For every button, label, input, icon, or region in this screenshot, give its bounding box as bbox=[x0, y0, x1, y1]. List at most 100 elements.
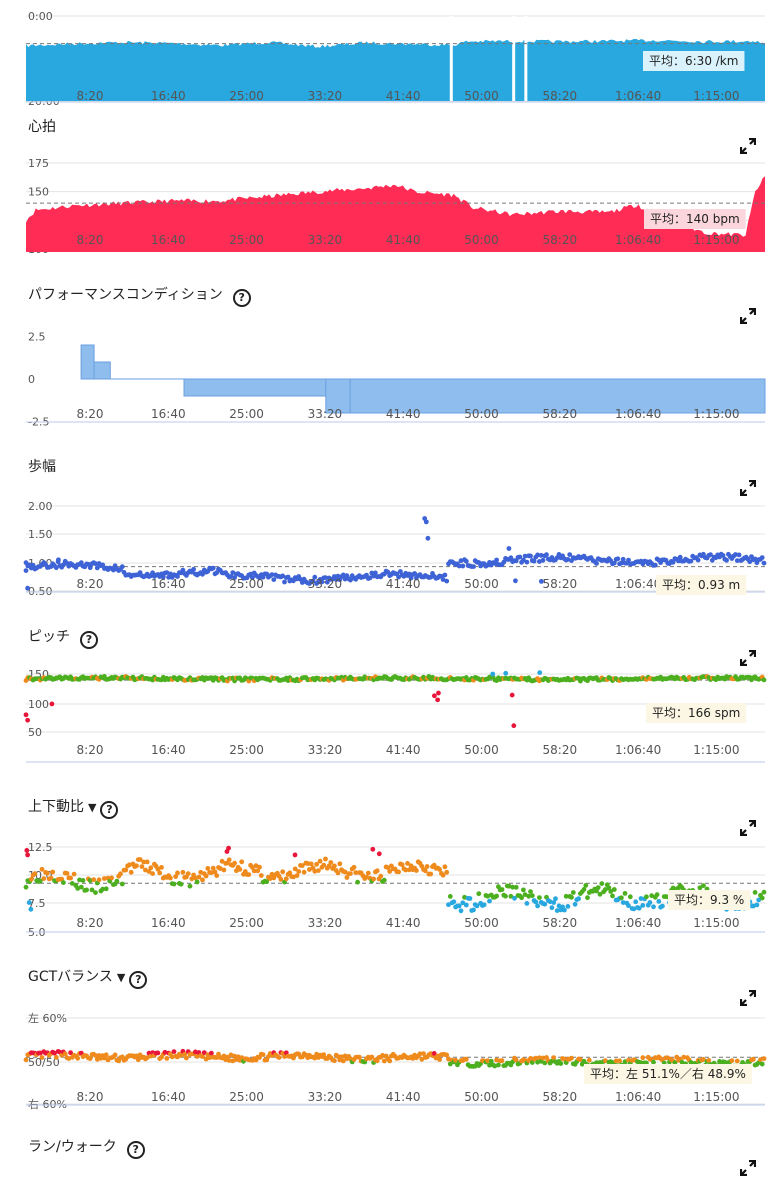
vratio-point bbox=[41, 876, 47, 881]
vratio-point bbox=[463, 902, 469, 908]
stride-point bbox=[736, 552, 742, 558]
vratio-point bbox=[80, 878, 86, 883]
gct-point bbox=[463, 1056, 469, 1062]
vratio-point bbox=[656, 899, 662, 904]
x-tick-label: 50:00 bbox=[464, 233, 499, 247]
gct-point bbox=[617, 1058, 622, 1064]
x-tick-label: 50:00 bbox=[464, 1090, 499, 1104]
stride-point bbox=[538, 553, 544, 558]
expand-icon[interactable] bbox=[740, 138, 756, 154]
gct-point bbox=[640, 1055, 646, 1061]
vratio-point bbox=[647, 900, 653, 905]
help-icon[interactable]: ? bbox=[129, 971, 148, 989]
gct-point bbox=[535, 1059, 540, 1065]
stride-point bbox=[517, 554, 523, 560]
gct-point bbox=[162, 1049, 168, 1055]
vratio-point bbox=[487, 898, 492, 904]
stride-point bbox=[752, 556, 758, 562]
stride-point bbox=[537, 559, 542, 564]
vratio-point bbox=[364, 874, 369, 880]
expand-icon[interactable] bbox=[740, 1160, 756, 1176]
hr-area bbox=[26, 176, 765, 252]
stride-point bbox=[677, 554, 683, 560]
stride-point bbox=[160, 574, 166, 580]
stride-point bbox=[620, 556, 626, 562]
x-tick-label: 41:40 bbox=[386, 89, 421, 103]
gct-point bbox=[672, 1060, 678, 1066]
vratio-point bbox=[585, 895, 590, 901]
gct-point bbox=[201, 1050, 207, 1055]
stride-outlier bbox=[23, 560, 29, 566]
vratio-point bbox=[283, 876, 289, 882]
average-badge bbox=[644, 209, 746, 229]
vratio-point bbox=[348, 871, 353, 876]
help-icon[interactable]: ? bbox=[100, 801, 119, 819]
stride-point bbox=[230, 570, 236, 575]
stride-section: 歩幅 2.001.501.000.508:2016:4025:0033:2041… bbox=[0, 452, 775, 612]
dropdown-arrow-icon[interactable]: ▼ bbox=[116, 971, 126, 984]
vratio-point bbox=[512, 895, 517, 901]
stride-point bbox=[324, 579, 330, 585]
vratio-point bbox=[353, 870, 359, 875]
gct-point bbox=[75, 1055, 81, 1061]
expand-icon[interactable] bbox=[740, 650, 756, 666]
vratio-point bbox=[510, 884, 516, 890]
gct-point bbox=[164, 1056, 170, 1061]
x-tick-label: 58:20 bbox=[543, 233, 578, 247]
y-tick-label: 1.50 bbox=[28, 528, 53, 541]
vratio-point bbox=[654, 892, 660, 897]
y-tick-label: 0 bbox=[28, 373, 35, 386]
vratio-point bbox=[619, 895, 624, 901]
help-icon[interactable]: ? bbox=[80, 631, 98, 649]
x-tick-label: 16:40 bbox=[151, 743, 186, 757]
stride-point bbox=[280, 573, 286, 579]
x-tick-label: 1:15:00 bbox=[693, 233, 739, 247]
dropdown-arrow-icon[interactable]: ▼ bbox=[88, 801, 97, 814]
x-tick-label: 16:40 bbox=[151, 233, 186, 247]
vratio-point bbox=[317, 858, 323, 864]
vratio-point bbox=[210, 865, 216, 871]
expand-icon[interactable] bbox=[740, 990, 756, 1006]
vratio-point bbox=[437, 867, 442, 872]
stride-point bbox=[528, 553, 533, 559]
x-tick-label: 41:40 bbox=[386, 916, 421, 930]
help-icon[interactable]: ? bbox=[126, 1141, 145, 1159]
gct-point bbox=[184, 1055, 189, 1061]
stride-point bbox=[456, 563, 462, 569]
pace-gap bbox=[524, 16, 528, 101]
expand-icon[interactable] bbox=[740, 308, 756, 324]
average-badge bbox=[584, 1064, 752, 1084]
vratio-point bbox=[69, 881, 75, 886]
vratio-point bbox=[542, 901, 548, 907]
vratio-point bbox=[157, 870, 163, 876]
vratio-point bbox=[37, 878, 43, 884]
vratio-point bbox=[134, 863, 139, 869]
stride-point bbox=[310, 578, 316, 584]
average-label: 平均：0.93 m bbox=[662, 578, 740, 592]
expand-icon[interactable] bbox=[740, 480, 756, 496]
vratio-point bbox=[237, 867, 243, 872]
vratio-point bbox=[287, 870, 293, 876]
help-icon[interactable]: ? bbox=[232, 289, 251, 307]
vratio-point bbox=[143, 867, 148, 873]
vratio-point bbox=[185, 871, 191, 876]
x-tick-label: 16:40 bbox=[151, 407, 186, 421]
expand-icon[interactable] bbox=[740, 820, 756, 836]
gct-point bbox=[569, 1055, 574, 1061]
vratio-point bbox=[264, 879, 270, 885]
gct-point bbox=[513, 1057, 519, 1063]
vratio-point bbox=[627, 894, 633, 900]
vratio-point bbox=[381, 877, 387, 883]
gct-point bbox=[52, 1050, 57, 1056]
vratio-point bbox=[78, 884, 84, 890]
stride-outlier bbox=[423, 519, 429, 525]
gct-point bbox=[750, 1056, 756, 1062]
x-tick-label: 50:00 bbox=[464, 743, 499, 757]
stride-outlier bbox=[513, 578, 518, 584]
x-tick-label: 1:06:40 bbox=[615, 1090, 661, 1104]
x-tick-label: 33:20 bbox=[308, 577, 343, 591]
vratio-point bbox=[554, 908, 560, 913]
vratio-point bbox=[109, 875, 114, 881]
vratio-point bbox=[508, 893, 514, 899]
vratio-point bbox=[217, 866, 223, 871]
